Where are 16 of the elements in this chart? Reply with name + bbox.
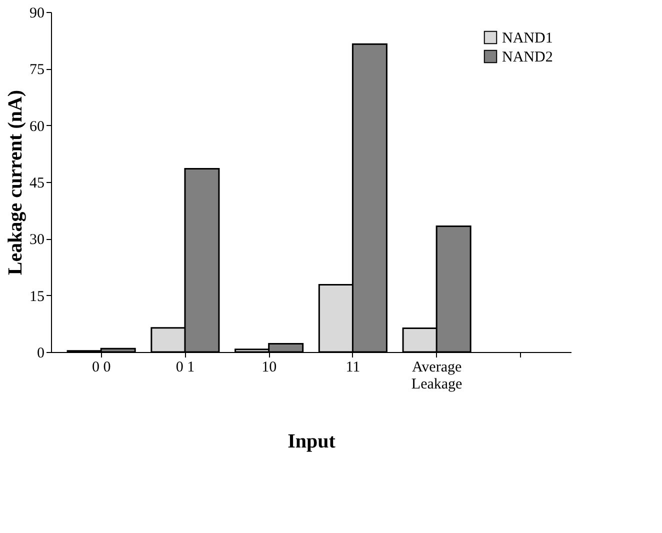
y-tick-label: 0 (37, 346, 44, 362)
y-tick-label: 60 (30, 118, 44, 135)
y-tick-label: 30 (30, 232, 44, 248)
x-tick-label: 11 (346, 360, 360, 376)
y-tick-label: 45 (30, 176, 44, 192)
y-tick-label: 15 (30, 288, 44, 305)
x-tick-label: 0 0 (92, 360, 111, 376)
legend-label: NAND2 (502, 50, 553, 66)
legend-label: NAND1 (502, 30, 553, 46)
y-tick-label: 90 (30, 6, 44, 22)
y-axis-title: Leakage current (nA) (4, 90, 26, 276)
x-axis-title: Input (288, 430, 336, 452)
x-tick-label: 0 1 (176, 360, 195, 376)
x-tick-label: Average Leakage (411, 360, 463, 392)
y-tick-label: 75 (30, 62, 44, 78)
x-tick-label: 10 (262, 360, 277, 376)
